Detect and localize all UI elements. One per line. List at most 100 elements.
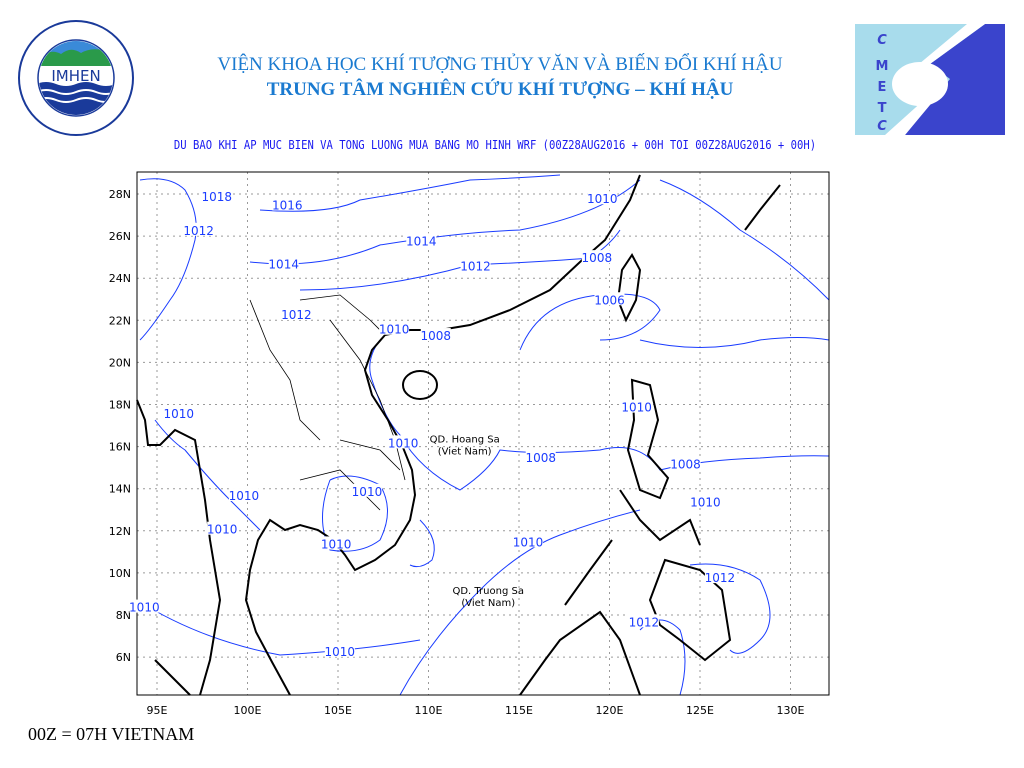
place-label: (Viet Nam)	[438, 446, 492, 457]
isobar-label-bg	[420, 328, 451, 342]
isobar-label-bg	[272, 197, 303, 211]
lat-tick-label: 22N	[109, 314, 131, 327]
time-note: 00Z = 07H VIETNAM	[28, 724, 195, 744]
isobar-label-bg	[690, 494, 721, 508]
isobar-label: 1012	[183, 224, 214, 238]
graticule	[137, 172, 829, 695]
place-labels: QD. Hoang Sa(Viet Nam)QD. Truong Sa(Viet…	[430, 434, 524, 609]
cmetc-letter: M	[876, 59, 889, 74]
sumatra-coast	[154, 659, 191, 696]
coastlines	[136, 174, 781, 696]
isobar-label-bg	[581, 250, 612, 264]
isobar-label: 1010	[163, 407, 194, 421]
isobar-label: 1016	[272, 199, 303, 213]
isobar-label: 1010	[587, 192, 618, 206]
isobar-label-bg	[321, 536, 352, 550]
isobar-label-bg	[351, 483, 382, 497]
isobar-label-bg	[228, 488, 259, 502]
lat-tick-label: 6N	[116, 651, 131, 664]
lat-tick-label: 16N	[109, 441, 131, 454]
isobar-label: 1008	[582, 251, 613, 265]
lon-tick-label: 130E	[777, 704, 805, 717]
axis-ticks: 95E 100E 105E 110E 115E 120E 125E 130E 28N 26N 24N…	[109, 188, 805, 717]
isobar-label: 1006	[594, 293, 625, 307]
isobar-label: 1010	[379, 323, 410, 337]
taiwan-island	[616, 253, 642, 323]
lon-tick-label: 110E	[415, 704, 443, 717]
isobar-label-bg	[594, 292, 625, 306]
isobar	[139, 178, 197, 341]
cmetc-logo: C M E T C	[855, 24, 1005, 135]
lat-tick-label: 12N	[109, 525, 131, 538]
lat-tick-label: 18N	[109, 399, 131, 412]
cmetc-letter: C	[877, 119, 887, 134]
imhen-logo: IMHEN	[18, 20, 134, 136]
lon-tick-label: 125E	[686, 704, 714, 717]
isobar-label-bg	[388, 435, 419, 449]
center-title: TRUNG TÂM NGHIÊN CỨU KHÍ TƯỢNG – KHÍ HẬU	[266, 79, 734, 100]
lon-tick-label: 100E	[234, 704, 262, 717]
place-label: QD. Truong Sa	[452, 586, 523, 597]
palawan-island	[564, 539, 613, 606]
place-label: QD. Hoang Sa	[430, 434, 500, 445]
isobar-label-bg	[129, 599, 160, 613]
isobar-label: 1008	[525, 451, 556, 465]
isobar	[399, 509, 641, 696]
isobar-label-bg	[525, 450, 556, 464]
isobar-label: 1010	[352, 485, 383, 499]
lat-tick-label: 10N	[109, 567, 131, 580]
lon-tick-label: 120E	[596, 704, 624, 717]
border	[249, 294, 406, 511]
lon-tick-label: 105E	[324, 704, 352, 717]
isobar-label-bg	[587, 191, 618, 205]
isobar-lines	[136, 174, 830, 696]
luzon-island	[626, 378, 670, 500]
forecast-subtitle: DU BAO KHI AP MUC BIEN VA TONG LUONG MUA…	[173, 138, 817, 152]
isobar-label-bg	[201, 189, 232, 203]
isobar	[136, 599, 421, 656]
isobar	[249, 179, 641, 265]
isobar-label: 1010	[129, 601, 160, 615]
japan-ryukyu	[744, 184, 781, 231]
isobar-label-bg	[460, 258, 491, 272]
lat-tick-label: 20N	[109, 356, 131, 369]
isobar-label: 1010	[388, 436, 419, 450]
isobar	[659, 179, 830, 301]
isobar-label: 1010	[513, 535, 544, 549]
isobar-label: 1014	[406, 234, 437, 248]
borders	[249, 294, 406, 511]
lat-tick-label: 24N	[109, 272, 131, 285]
cmetc-letter: T	[878, 101, 887, 116]
isobar-label: 1018	[201, 190, 232, 204]
lat-tick-label: 8N	[116, 609, 131, 622]
isobar-label-bg	[406, 233, 437, 247]
isobar	[639, 337, 830, 348]
isobar-label-bg	[704, 570, 735, 584]
isobar-label-bg	[281, 306, 312, 320]
borneo-coast	[519, 610, 641, 696]
isobar	[154, 419, 261, 531]
isobar-label: 1010	[621, 401, 652, 415]
lon-tick-label: 115E	[505, 704, 533, 717]
cmetc-letter: E	[878, 80, 887, 95]
isobar-label-bg	[670, 456, 701, 470]
visayas-islands	[619, 489, 701, 546]
isobar-label: 1010	[207, 523, 238, 537]
isobar-label: 1010	[325, 645, 356, 659]
isobar	[519, 293, 661, 351]
imhen-logo-text: IMHEN	[51, 67, 100, 85]
institute-title: VIỆN KHOA HỌC KHÍ TƯỢNG THỦY VĂN VÀ BIẾN…	[217, 54, 783, 75]
hainan-island	[402, 370, 438, 400]
isobar-label: 1012	[460, 260, 491, 274]
isobar-label: 1010	[690, 495, 721, 509]
lat-tick-label: 26N	[109, 230, 131, 243]
place-label: (Viet Nam)	[461, 598, 515, 609]
isobar-label: 1014	[268, 257, 299, 271]
isobar-label: 1010	[229, 489, 260, 503]
isobar-label: 1010	[321, 537, 352, 551]
isobar-label-bg	[163, 405, 194, 419]
isobar-labels: 1018 1016 1012 1014 1010 1012 1014 1008 1006 1012…	[129, 189, 735, 659]
isobar-label-bg	[183, 222, 214, 236]
lon-tick-label: 95E	[147, 704, 168, 717]
